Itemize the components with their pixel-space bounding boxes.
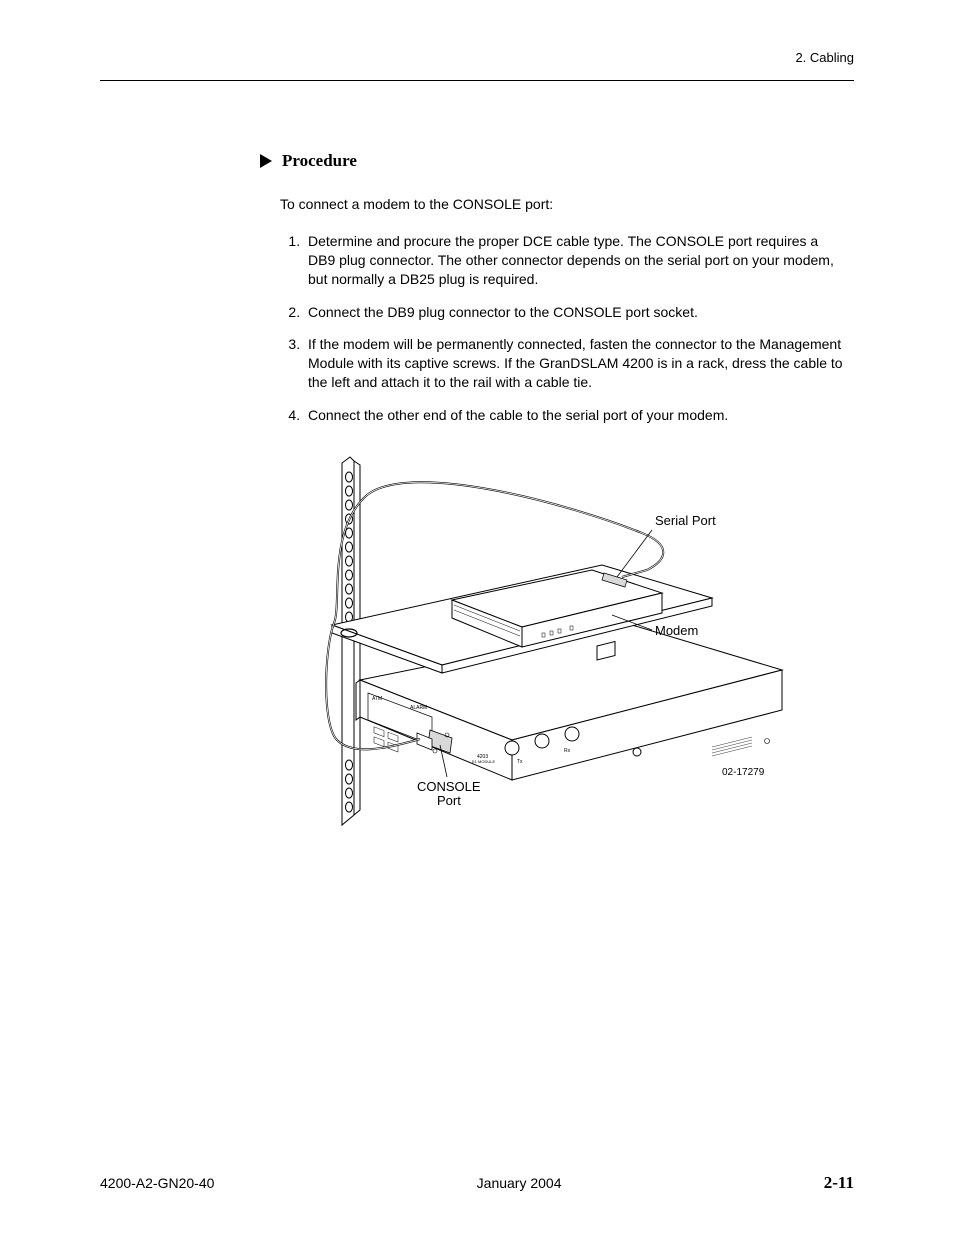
step-4: Connect the other end of the cable to th… [304,406,844,425]
panel-label-alarm: ALARM [410,705,427,711]
diagram-svg: ATM ALARM 4203 E1 MODULE Tx Rx [312,455,792,835]
figure: ATM ALARM 4203 E1 MODULE Tx Rx [260,455,844,835]
panel-label-tx: Tx [517,759,523,765]
page-footer: 4200-A2-GN20-40 January 2004 2-11 [100,1173,854,1193]
footer-doc-id: 4200-A2-GN20-40 [100,1175,214,1191]
svg-text:E1 MODULE: E1 MODULE [472,759,495,764]
procedure-steps: Determine and procure the proper DCE cab… [282,232,844,425]
footer-page-number: 2-11 [824,1173,854,1193]
header-section: 2. Cabling [795,50,854,65]
label-console-port-2: Port [437,793,461,808]
procedure-intro: To connect a modem to the CONSOLE port: [280,195,844,214]
step-2: Connect the DB9 plug connector to the CO… [304,303,844,322]
panel-label-atm: ATM [372,696,382,702]
footer-date: January 2004 [477,1175,562,1191]
drawing-number: 02-17279 [722,767,765,778]
triangle-icon [260,154,272,168]
procedure-heading: Procedure [260,151,844,171]
content-region: Procedure To connect a modem to the CONS… [260,151,844,835]
label-modem: Modem [655,623,698,638]
procedure-title: Procedure [282,151,357,171]
page-header: 2. Cabling [100,50,854,81]
step-1: Determine and procure the proper DCE cab… [304,232,844,289]
panel-label-rx: Rx [564,748,571,754]
label-serial-port: Serial Port [655,513,716,528]
step-3: If the modem will be permanently connect… [304,335,844,392]
label-console-port-1: CONSOLE [417,779,481,794]
